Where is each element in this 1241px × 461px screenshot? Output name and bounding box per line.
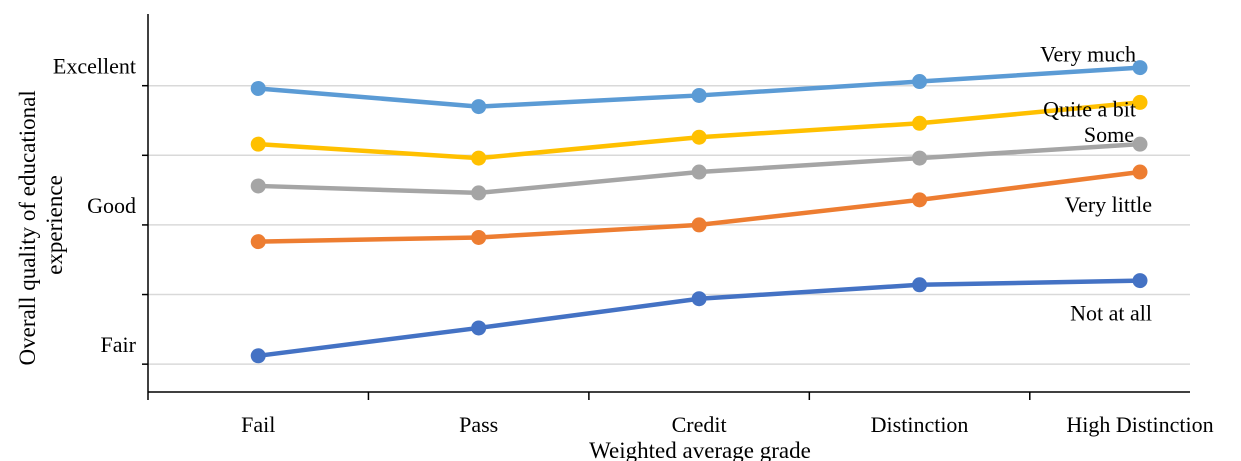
data-point bbox=[1132, 273, 1148, 289]
data-point bbox=[250, 234, 266, 250]
series-label: Very little bbox=[1065, 192, 1152, 217]
data-point bbox=[471, 229, 487, 245]
series-label: Quite a bit bbox=[1043, 96, 1136, 121]
data-point bbox=[912, 150, 928, 166]
data-point bbox=[691, 164, 707, 180]
x-axis-title: Weighted average grade bbox=[589, 438, 811, 461]
y-tick-label: Excellent bbox=[53, 54, 136, 79]
data-point bbox=[1132, 60, 1148, 76]
data-point bbox=[912, 277, 928, 293]
data-point bbox=[471, 99, 487, 115]
data-point bbox=[912, 115, 928, 131]
data-point bbox=[471, 320, 487, 336]
data-point bbox=[912, 74, 928, 90]
y-tick-label: Fair bbox=[101, 332, 137, 357]
data-point bbox=[691, 129, 707, 145]
data-point bbox=[691, 87, 707, 103]
series-label: Very much bbox=[1040, 42, 1136, 67]
data-point bbox=[1132, 94, 1148, 110]
data-point bbox=[250, 80, 266, 96]
x-tick-label: Fail bbox=[241, 412, 275, 437]
y-axis-title-line-1: Overall quality of educational bbox=[15, 90, 40, 365]
series-label: Not at all bbox=[1070, 301, 1152, 326]
data-point bbox=[691, 217, 707, 233]
x-tick-label: Distinction bbox=[871, 412, 969, 437]
labels-group: Fail Pass Credit Distinction High Distinctio… bbox=[53, 42, 1214, 437]
axes bbox=[142, 14, 1190, 400]
data-point bbox=[1132, 164, 1148, 180]
y-axis-title: Overall quality of educational experienc… bbox=[15, 84, 67, 365]
data-point bbox=[250, 178, 266, 194]
y-tick-label: Good bbox=[87, 193, 136, 218]
data-point bbox=[691, 291, 707, 307]
series-group bbox=[250, 60, 1148, 364]
x-tick-label: High Distinction bbox=[1066, 412, 1213, 437]
x-tick-label: Pass bbox=[459, 412, 498, 437]
data-point bbox=[471, 150, 487, 166]
x-tick-label: Credit bbox=[672, 412, 727, 437]
series-label: Some bbox=[1084, 122, 1134, 147]
data-point bbox=[912, 192, 928, 208]
y-axis-title-line-2: experience bbox=[42, 175, 67, 275]
data-point bbox=[471, 185, 487, 201]
data-point bbox=[250, 348, 266, 364]
data-point bbox=[1132, 136, 1148, 152]
data-point bbox=[250, 136, 266, 152]
